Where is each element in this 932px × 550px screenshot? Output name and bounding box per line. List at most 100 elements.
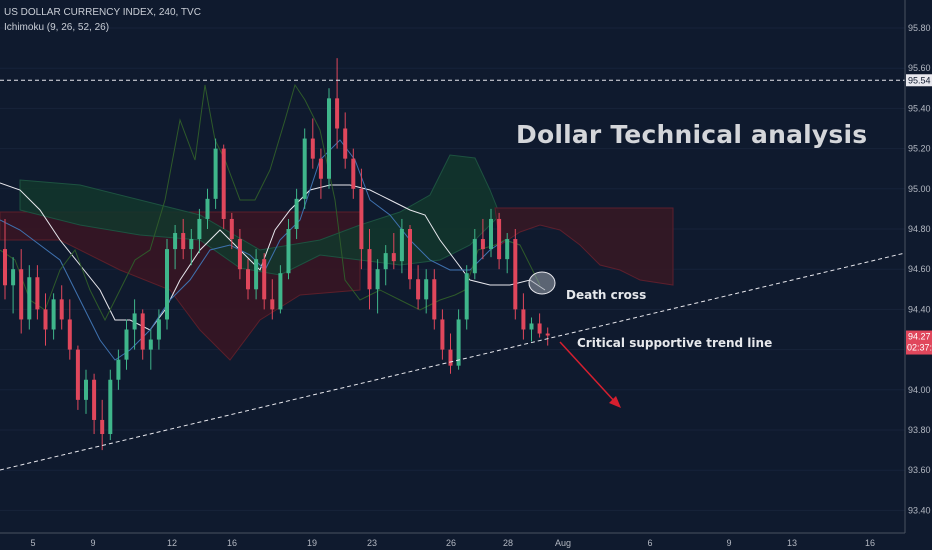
candle-body <box>302 138 307 199</box>
date-tick-label: 5 <box>30 538 35 548</box>
candle-body <box>148 339 153 350</box>
candle-body <box>310 138 315 159</box>
date-tick-label: 12 <box>167 538 177 548</box>
price-tick-label: 95.40 <box>908 103 931 113</box>
candle-body <box>399 229 404 262</box>
time-axis: 5 9 12 16 19 23 26 28 Aug 6 9 13 16 <box>0 532 905 548</box>
supportive-trend-line <box>0 252 906 471</box>
date-tick-label: 19 <box>307 538 317 548</box>
price-tick-label: 94.40 <box>908 304 931 314</box>
candle-body <box>108 379 113 435</box>
candle-body <box>529 323 534 330</box>
candle-body <box>165 249 169 320</box>
price-tick-label: 95.60 <box>908 63 931 73</box>
candle-body <box>383 253 388 270</box>
date-tick-label: 26 <box>446 538 456 548</box>
price-tick-label: 94.60 <box>908 264 931 274</box>
date-tick-label: 9 <box>90 538 95 548</box>
candle-body <box>294 198 299 229</box>
candle-body <box>351 158 356 189</box>
candle-body <box>237 239 242 270</box>
candle-body <box>318 158 323 179</box>
candle-body <box>132 313 137 330</box>
death-cross-label: Death cross <box>566 288 647 302</box>
last-price-box <box>906 330 932 355</box>
candle-body <box>43 309 48 330</box>
candle-body <box>464 273 469 320</box>
price-tick-label: 95.80 <box>908 23 931 33</box>
resistance-tag-text: 95.54 <box>908 75 931 85</box>
date-tick-label: 9 <box>726 538 731 548</box>
candle-body <box>513 239 518 310</box>
candle-body <box>67 319 72 350</box>
candle-body <box>173 233 178 250</box>
main-title-annotation: Dollar Technical analysis <box>516 120 868 149</box>
date-tick-label: 28 <box>503 538 513 548</box>
candle-body <box>3 249 7 286</box>
candle-body <box>367 249 372 290</box>
date-tick-label: 13 <box>787 538 797 548</box>
candle-body <box>432 279 437 320</box>
candle-body <box>448 349 453 366</box>
candle-body <box>343 128 348 159</box>
candle-body <box>92 379 97 420</box>
candle-body <box>221 148 226 219</box>
candle-body <box>480 239 485 250</box>
candle-body <box>156 319 161 340</box>
candle-body <box>27 277 32 320</box>
candle-body <box>270 299 275 310</box>
candle-body <box>327 98 331 179</box>
bearish-arrow-head <box>609 396 621 408</box>
candle-body <box>254 259 259 290</box>
symbol-title: US DOLLAR CURRENCY INDEX, 240, TVC <box>4 7 201 18</box>
candle-body <box>537 323 542 334</box>
candle-body <box>213 148 218 199</box>
candle-body <box>505 239 510 260</box>
candle-body <box>246 269 250 290</box>
price-tick-label: 93.80 <box>908 425 931 435</box>
candle-body <box>84 379 88 400</box>
death-cross-marker <box>528 271 556 295</box>
candle-body <box>262 259 267 300</box>
countdown-text: 02:37:2 <box>907 343 932 353</box>
candle-body <box>497 218 502 260</box>
date-tick-label: Aug <box>555 538 571 548</box>
price-axis: 95.80 95.60 95.40 95.20 95.00 94.80 94.60 94.40… <box>904 0 932 550</box>
candle-body <box>391 253 396 262</box>
candle-body <box>424 279 429 300</box>
candle-body <box>408 229 412 280</box>
candle-body <box>440 319 445 350</box>
price-tick-label: 94.80 <box>908 224 931 234</box>
bearish-arrow-shaft <box>559 341 617 404</box>
candle-body <box>181 233 186 250</box>
trend-line-label: Critical supportive trend line <box>577 336 773 350</box>
candle-body <box>100 419 105 435</box>
candle-body <box>335 98 340 129</box>
candle-body <box>229 218 234 240</box>
candle-body <box>286 229 291 274</box>
candle-body <box>140 313 145 350</box>
candle-body <box>456 319 461 366</box>
candle-body <box>489 218 493 250</box>
date-tick-label: 6 <box>647 538 652 548</box>
date-tick-label: 16 <box>227 538 237 548</box>
indicator-legend[interactable]: Ichimoku (9, 26, 52, 26) <box>4 22 110 33</box>
date-tick-label: 23 <box>367 538 377 548</box>
candle-body <box>359 188 364 250</box>
ichimoku-cloud <box>0 154 674 361</box>
price-tick-label: 94.00 <box>908 385 931 395</box>
chikou-span-line <box>0 83 541 322</box>
candle-body <box>197 218 202 240</box>
candle-body <box>51 299 56 330</box>
ichimoku-cloud-bearish-late <box>494 207 674 286</box>
last-price-tag: 94.27 02:37:2 <box>906 330 932 355</box>
candle-body <box>11 269 16 286</box>
candle-body <box>472 239 477 274</box>
candle-body <box>521 309 526 330</box>
candle-body <box>375 269 380 290</box>
candle-body <box>278 273 283 310</box>
candle-body <box>116 359 121 380</box>
resistance-price-tag: 95.54 <box>906 74 932 87</box>
price-tick-label: 93.60 <box>908 465 931 475</box>
